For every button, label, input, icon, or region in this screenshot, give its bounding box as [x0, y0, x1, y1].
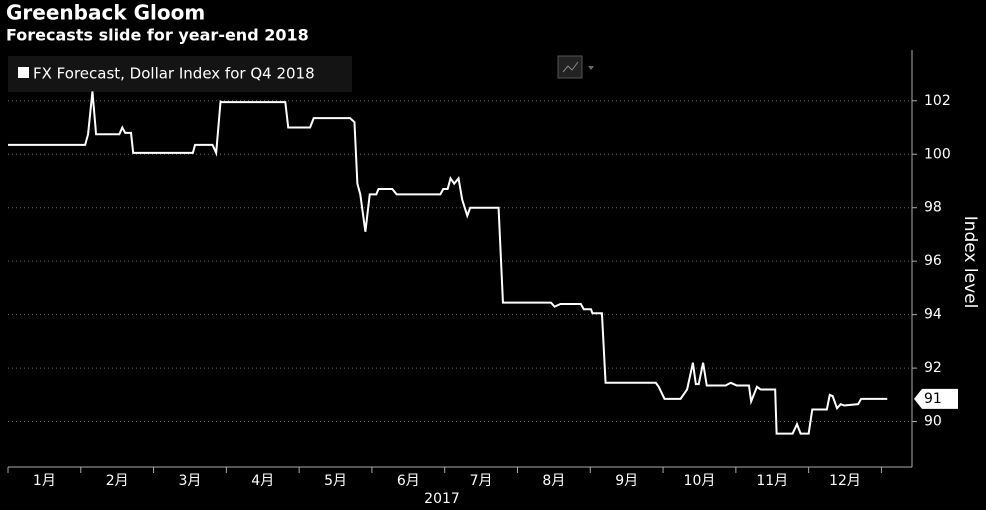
y-tick-label: 98: [924, 200, 942, 216]
last-value-box: [914, 388, 958, 409]
y-tick-label: 92: [924, 360, 942, 376]
y-tick-label: 96: [924, 253, 942, 269]
x-tick-label: 5月: [324, 473, 347, 489]
y-tick-label: 90: [924, 414, 942, 430]
x-tick-label: 8月: [542, 473, 565, 489]
chart-type-icon[interactable]: [557, 55, 594, 79]
last-value-label: 91: [924, 391, 942, 407]
x-axis-label: 2017: [424, 491, 460, 507]
y-tick-label: 100: [924, 146, 951, 162]
x-tick-label: 10月: [684, 473, 716, 489]
x-tick-label: 4月: [251, 473, 274, 489]
x-tick-label: 11月: [756, 473, 788, 489]
y-tick-label: 102: [924, 93, 951, 109]
y-axis-label: Index level: [960, 216, 980, 309]
x-tick-label: 9月: [615, 473, 638, 489]
x-tick-label: 2月: [106, 473, 129, 489]
legend-box: [8, 56, 352, 92]
legend-swatch: [18, 67, 29, 78]
x-tick-label: 3月: [179, 473, 202, 489]
x-tick-label: 6月: [397, 473, 420, 489]
data-line: [8, 91, 888, 435]
x-tick-label: 7月: [470, 473, 493, 489]
chart-subtitle: Forecasts slide for year-end 2018: [6, 26, 309, 45]
legend-label: FX Forecast, Dollar Index for Q4 2018: [33, 65, 315, 83]
x-tick-label: 12月: [829, 473, 861, 489]
y-tick-label: 94: [924, 307, 942, 323]
chart-title: Greenback Gloom: [6, 1, 205, 25]
x-tick-label: 1月: [33, 473, 56, 489]
